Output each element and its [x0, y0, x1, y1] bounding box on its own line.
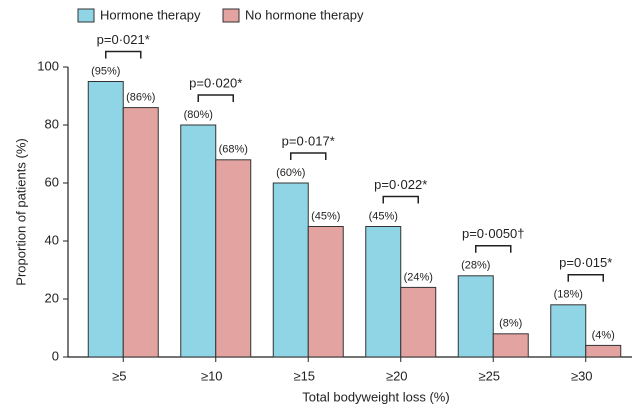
- x-tick-label: ≥25: [478, 368, 500, 383]
- value-label: (80%): [184, 109, 213, 121]
- significance-bracket: [567, 274, 604, 282]
- value-label: (86%): [126, 92, 155, 104]
- x-tick-label: ≥30: [571, 368, 593, 383]
- value-label: (4%): [592, 329, 615, 341]
- x-tick-label: ≥10: [201, 368, 223, 383]
- legend-swatch: [222, 8, 240, 23]
- value-label: (95%): [91, 65, 120, 77]
- legend-label: No hormone therapy: [245, 7, 364, 22]
- p-value-annotation: p=0·020*: [189, 75, 242, 90]
- legend-swatch: [77, 8, 95, 23]
- y-tick-label: 100: [37, 58, 59, 73]
- value-label: (18%): [554, 289, 583, 301]
- y-tick-label: 40: [45, 232, 59, 247]
- p-value-annotation: p=0·017*: [282, 133, 335, 148]
- bar: [122, 107, 159, 358]
- bar: [87, 81, 124, 358]
- x-tick-label: ≥5: [112, 368, 126, 383]
- x-axis-label: Total bodyweight loss (%): [302, 389, 449, 404]
- significance-bracket: [475, 245, 512, 253]
- bar: [585, 344, 622, 358]
- p-value-annotation: p=0·022*: [374, 177, 427, 192]
- bar: [365, 226, 402, 358]
- value-label: (45%): [311, 210, 340, 222]
- significance-bracket: [290, 152, 327, 160]
- value-label: (28%): [461, 260, 490, 272]
- y-tick-label: 20: [45, 290, 59, 305]
- y-axis-label: Proportion of patients (%): [13, 138, 28, 285]
- bar: [215, 159, 252, 358]
- p-value-annotation: p=0·021*: [97, 32, 150, 47]
- bar: [550, 304, 587, 358]
- bar: [272, 182, 309, 358]
- value-label: (45%): [369, 210, 398, 222]
- y-tick-label: 80: [45, 116, 59, 131]
- bar: [307, 226, 344, 358]
- value-label: (60%): [276, 167, 305, 179]
- bar: [492, 333, 529, 358]
- value-label: (24%): [404, 271, 433, 283]
- y-tick-label: 0: [52, 348, 59, 363]
- legend-label: Hormone therapy: [100, 7, 201, 22]
- significance-bracket: [105, 50, 142, 59]
- value-label: (68%): [219, 144, 248, 156]
- y-tick-label: 60: [45, 174, 59, 189]
- p-value-annotation: p=0·0050†: [462, 226, 525, 241]
- bar: [400, 286, 437, 358]
- x-tick-label: ≥20: [386, 368, 408, 383]
- value-label: (8%): [499, 318, 522, 330]
- bar: [457, 275, 494, 358]
- x-tick-label: ≥15: [293, 368, 315, 383]
- p-value-annotation: p=0·015*: [559, 255, 612, 270]
- bar: [180, 124, 217, 358]
- significance-bracket: [197, 94, 234, 102]
- significance-bracket: [382, 195, 419, 204]
